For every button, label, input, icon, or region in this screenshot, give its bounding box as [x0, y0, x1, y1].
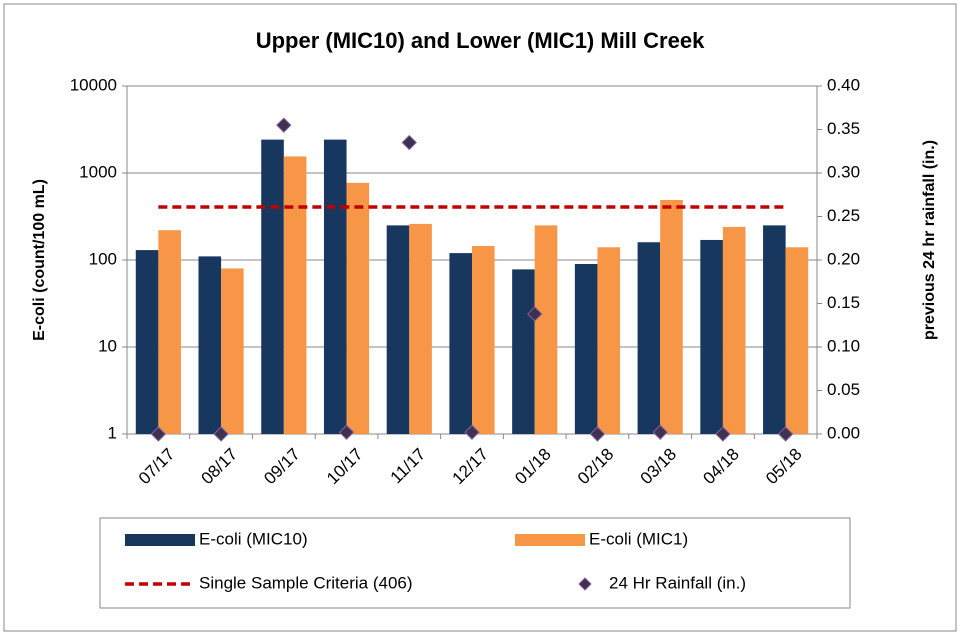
bar: [158, 230, 181, 434]
legend-label: Single Sample Criteria (406): [199, 573, 413, 592]
point: [652, 424, 668, 440]
legend: [99, 517, 851, 609]
bar: [283, 156, 307, 434]
bar: [409, 223, 432, 434]
y-tick-label: 10000: [70, 75, 117, 94]
y2-tick-label: 0.15: [827, 293, 860, 312]
point: [401, 134, 417, 151]
point: [777, 426, 794, 442]
bar: [198, 256, 222, 434]
bar: [135, 250, 159, 434]
legend-swatch: [578, 577, 592, 591]
bar: [472, 245, 495, 434]
bar: [346, 182, 370, 434]
y2-tick-label: 0.20: [827, 249, 860, 268]
y2-tick-label: 0.05: [827, 380, 860, 399]
point: [338, 424, 355, 440]
chart-title: Upper (MIC10) and Lower (MIC1) Mill Cree…: [256, 28, 705, 53]
point: [464, 424, 480, 440]
legend-label: E-coli (MIC10): [199, 529, 308, 548]
point: [527, 306, 543, 322]
bar: [763, 225, 786, 434]
legend-label: 24 Hr Rainfall (in.): [609, 573, 746, 592]
point: [589, 426, 606, 442]
legend-swatch: [125, 534, 195, 546]
bar: [597, 247, 621, 434]
bar: [722, 226, 746, 434]
bar: [660, 199, 683, 434]
bar: [637, 242, 661, 434]
y2-tick-label: 0.00: [827, 423, 860, 442]
y2-axis-label: previous 24 hr rainfall (in.): [921, 140, 938, 340]
legend-swatch: [515, 534, 585, 546]
y2-tick-label: 0.10: [827, 336, 860, 355]
y-tick-label: 1000: [79, 162, 117, 181]
bar: [700, 239, 723, 434]
y-tick-label: 1: [108, 423, 117, 442]
legend-label: E-coli (MIC1): [589, 529, 688, 548]
point: [276, 117, 292, 133]
bar: [261, 139, 284, 434]
bar: [221, 268, 244, 434]
bar: [574, 263, 598, 434]
y-tick-label: 10: [98, 336, 117, 355]
point: [213, 426, 229, 442]
y-tick-label: 100: [89, 249, 117, 268]
y2-tick-label: 0.35: [827, 119, 860, 138]
y2-tick-label: 0.30: [827, 162, 860, 181]
y-axis-label: E-coli (count/100 mL): [31, 179, 48, 341]
point: [715, 426, 731, 442]
y2-tick-label: 0.40: [827, 75, 860, 94]
bar: [323, 139, 347, 434]
bar: [534, 225, 558, 434]
bar: [512, 269, 535, 434]
bar: [386, 225, 410, 434]
y2-tick-label: 0.25: [827, 206, 860, 225]
point: [150, 426, 167, 442]
bar: [785, 247, 809, 434]
bar: [449, 253, 472, 434]
